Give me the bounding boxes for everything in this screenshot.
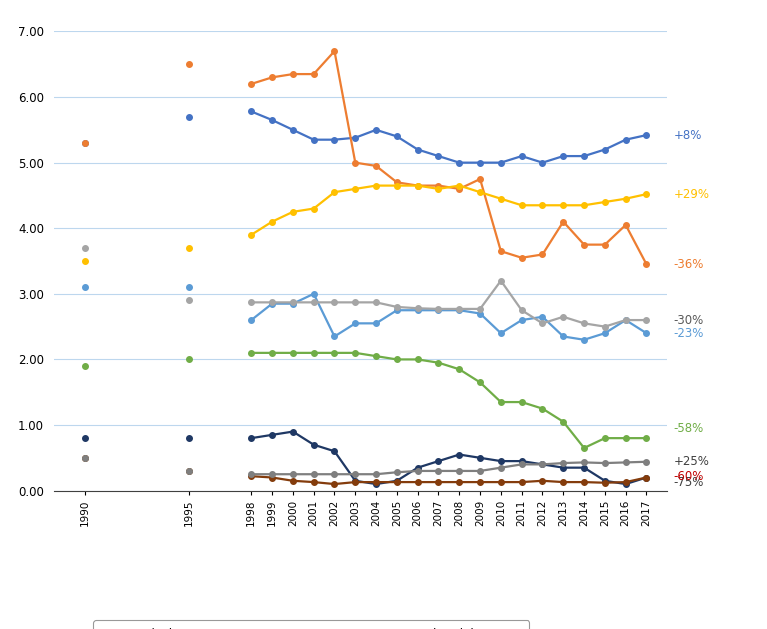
Text: -30%: -30% [673,314,703,326]
Text: -36%: -36% [673,258,704,271]
Text: -58%: -58% [673,422,703,435]
Legend: Agriculture, Energy Supply, Residential, Transport, Business, Waste Management, : Agriculture, Energy Supply, Residential,… [94,620,529,629]
Text: -75%: -75% [673,476,704,489]
Text: -60%: -60% [673,470,704,483]
Text: +29%: +29% [673,187,709,201]
Text: +25%: +25% [673,455,709,468]
Text: +8%: +8% [673,128,702,142]
Text: -23%: -23% [673,326,704,340]
